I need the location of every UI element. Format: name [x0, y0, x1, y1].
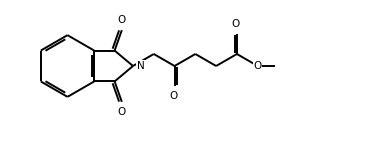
Text: N: N	[137, 61, 145, 71]
Text: O: O	[118, 107, 126, 117]
Text: O: O	[169, 91, 178, 101]
Text: O: O	[254, 61, 262, 71]
Text: O: O	[232, 19, 240, 29]
Text: O: O	[118, 15, 126, 25]
